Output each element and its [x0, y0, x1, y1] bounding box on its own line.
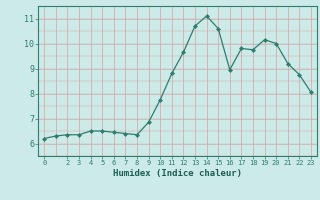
- X-axis label: Humidex (Indice chaleur): Humidex (Indice chaleur): [113, 169, 242, 178]
